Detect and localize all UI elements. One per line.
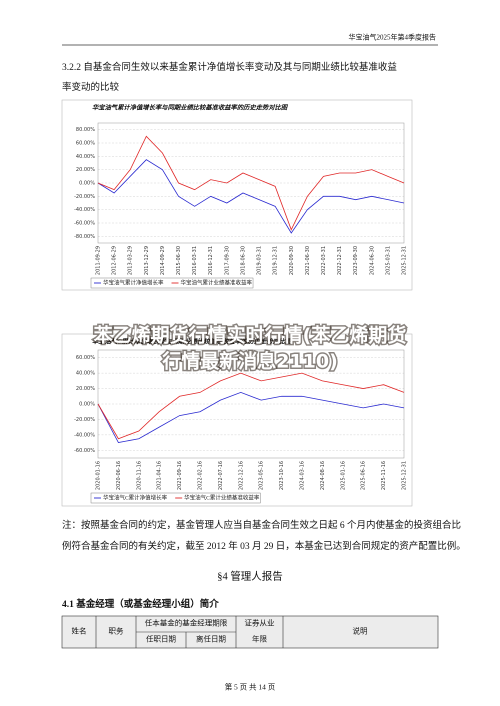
section-title: 3.2.2 自基金合同生效以来基金累计净值增长率变动及其与同期业绩比较基准收益 xyxy=(62,61,397,73)
table-header: 姓名 xyxy=(72,626,87,636)
x-tick-label: 2020-06-16 xyxy=(116,461,122,490)
x-tick-label: 2012-06-29 xyxy=(112,246,118,275)
x-tick-label: 2013-03-29 xyxy=(128,246,134,275)
x-tick-label: 2025-11-16 xyxy=(381,461,387,490)
x-tick-label: 2025-06-16 xyxy=(361,461,367,490)
table-header: 说明 xyxy=(353,626,368,636)
x-tick-label: 2018-06-30 xyxy=(240,246,246,275)
table-header-bg xyxy=(61,615,439,649)
y-tick-label: 40.00% xyxy=(76,371,95,377)
x-tick-label: 2017-09-30 xyxy=(224,246,230,275)
subsection-title: 4.1 基金经理（或基金经理小组）简介 xyxy=(62,598,219,610)
y-tick-label: 20.00% xyxy=(76,167,95,173)
y-tick-label: 0.00% xyxy=(79,402,95,408)
note-text: 注：按照基金合同的约定，基金管理人应当自基金合同生效之日起 6 个月内使基金的投… xyxy=(62,519,461,531)
running-header: 华宝油气2025年第4季度报告 xyxy=(349,33,437,42)
series-line xyxy=(97,159,405,234)
x-tick-label: 2025-12-31 xyxy=(402,461,408,490)
table-header: 离任日期 xyxy=(196,634,226,644)
y-tick-label: -60.00% xyxy=(74,448,95,454)
overlay-banner: 苯乙烯期货行情实时行情(苯乙烯期货 xyxy=(93,324,407,347)
x-tick-label: 2021-09-16 xyxy=(177,461,183,490)
y-tick-label: 60.00% xyxy=(76,355,95,361)
table xyxy=(61,615,439,649)
x-tick-label: 2023-05-16 xyxy=(259,461,265,490)
x-tick-label: 2024-08-16 xyxy=(320,461,326,490)
y-tick-label: -40.00% xyxy=(74,432,95,438)
page-number: 第 5 页 共 14 页 xyxy=(225,682,276,692)
x-tick-label: 2022-12-31 xyxy=(337,246,343,275)
x-tick-label: 2016-12-31 xyxy=(208,246,214,275)
series-line xyxy=(97,372,405,440)
x-tick-label: 2022-03-31 xyxy=(321,246,327,275)
table-header: 职务 xyxy=(109,626,124,636)
x-tick-label: 2022-07-16 xyxy=(218,461,224,490)
chart-title: 华宝油气累计净值增长率与同期业绩比较基准收益率的历史走势对比图 xyxy=(92,103,289,111)
x-tick-label: 2013-12-29 xyxy=(144,246,150,275)
charts: 华宝油气累计净值增长率与同期业绩比较基准收益率的历史走势对比图 80.00% 60.… xyxy=(74,103,408,504)
legend-label: 华宝油气C累计业绩基准收益率 xyxy=(184,493,260,501)
x-tick-label: 2024-03-16 xyxy=(300,461,306,490)
series-line xyxy=(97,392,405,444)
x-tick-label: 2020-01-16 xyxy=(96,461,102,490)
x-tick-label: 2021-06-30 xyxy=(305,246,311,275)
y-tick-label: 80.00% xyxy=(76,127,95,133)
x-tick-label: 2025-03-31 xyxy=(385,246,391,275)
legend-label: 华宝油气累计业绩基准收益率 xyxy=(181,278,253,286)
x-tick-label: 2020-11-16 xyxy=(136,461,142,490)
x-tick-label: 2025-01-16 xyxy=(340,461,346,490)
x-tick-label: 2020-09-30 xyxy=(289,246,295,275)
legend-label: 华宝油气累计净值增长率 xyxy=(103,278,164,286)
x-tick-label: 2022-12-16 xyxy=(238,461,244,490)
chart-frame xyxy=(61,99,413,291)
y-tick-label: 0.00% xyxy=(79,181,95,187)
y-tick-label: 20.00% xyxy=(76,386,95,392)
y-tick-label: -20.00% xyxy=(74,194,95,200)
x-tick-label: 2014-09-29 xyxy=(160,246,166,275)
legend-label: 华宝油气C累计净值增长率 xyxy=(103,493,168,501)
y-tick-label: 40.00% xyxy=(76,154,95,160)
x-tick-label: 2015-06-30 xyxy=(176,246,182,275)
y-tick-label: 60.00% xyxy=(76,141,95,147)
x-tick-label: 2016-03-31 xyxy=(192,246,198,275)
overlay-banner: 行情最新消息2110) xyxy=(161,350,338,373)
table-header: 年限 xyxy=(252,634,267,644)
x-tick-label: 2019-03-31 xyxy=(257,246,263,275)
x-tick-label: 2021-04-16 xyxy=(157,461,163,490)
y-tick-label: -80.00% xyxy=(74,234,95,240)
legend-box xyxy=(90,492,261,504)
series-line xyxy=(97,135,405,231)
legend-box xyxy=(90,277,254,289)
x-tick-label: 2025-12-31 xyxy=(402,246,408,275)
x-tick-label: 2023-10-16 xyxy=(279,461,285,490)
x-tick-label: 2023-09-30 xyxy=(353,246,359,275)
x-tick-label: 2022-02-16 xyxy=(198,461,204,490)
x-tick-label: 2024-06-30 xyxy=(369,246,375,275)
table-header: 任职日期 xyxy=(146,634,176,644)
table-header: 任本基金的基金经理期限 xyxy=(145,618,228,628)
x-tick-label: 2011-09-29 xyxy=(96,246,102,275)
section-title: 率变动的比较 xyxy=(62,81,120,93)
x-tick-label: 2019-12-31 xyxy=(273,246,279,275)
y-tick-label: -40.00% xyxy=(74,207,95,213)
chapter-title: §4 管理人报告 xyxy=(217,569,283,582)
chart-title: 华宝油气C累计净值增长率与同期业绩比较基准收益率的历史走势对比图 xyxy=(92,337,293,345)
y-tick-label: -20.00% xyxy=(74,417,95,423)
note-text: 例符合基金合同的有关约定，截至 2012 年 03 月 29 日，本基金已达到合… xyxy=(62,540,466,552)
y-tick-label: -60.00% xyxy=(74,221,95,227)
table-header: 证券从业 xyxy=(245,618,275,628)
chart-frame xyxy=(61,333,413,507)
